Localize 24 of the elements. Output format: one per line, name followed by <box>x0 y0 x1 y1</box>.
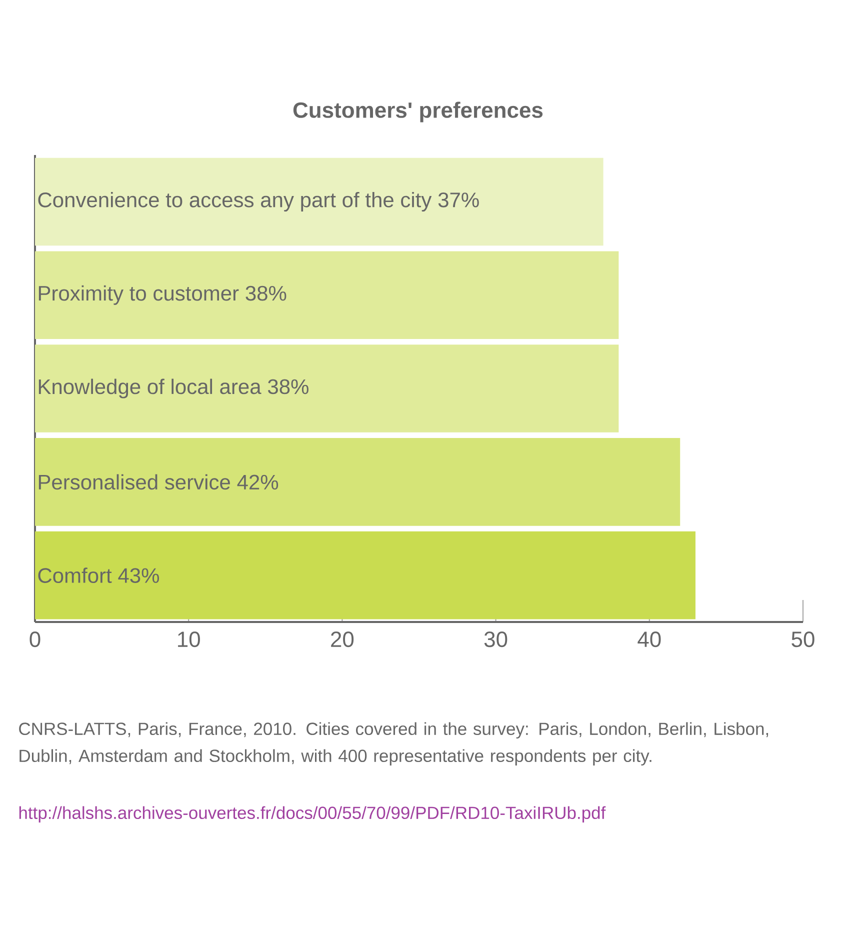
x-tick-label: 10 <box>178 632 200 648</box>
y-tick-label: Proximity to customer <box>38 285 239 305</box>
data-label: 43% <box>118 568 159 584</box>
x-tick-label: 30 <box>484 632 508 648</box>
x-tick-label: 40 <box>638 632 661 648</box>
bar <box>34 531 696 620</box>
x-tick-label: 20 <box>331 632 354 648</box>
data-label: 38% <box>268 379 308 394</box>
text: CNRS-LATTS, Paris, France, 2010. Cities covered in the survey: Paris, London, Berlin, Lisbon, Dublin, Amsterdam and Stockholm, with 400 representative respondents per city. <box>19 722 768 766</box>
y-tick-label: Knowledge of local area <box>38 378 262 398</box>
bar <box>34 438 680 526</box>
text: http://halshs.archives-ouvertes.fr/docs/00/55/70/99/PDF/RD10-TaxiIRUb.pdf <box>19 806 606 823</box>
bar <box>34 158 604 246</box>
y-tick-label: Comfort <box>38 568 112 584</box>
y-tick-label: Personalised service <box>38 474 230 490</box>
bar <box>34 251 619 340</box>
y-tick-label: Convenience to access any part of the city <box>38 192 432 212</box>
bar <box>34 344 619 432</box>
data-label: 42% <box>237 474 278 490</box>
data-label: 37% <box>438 192 479 208</box>
x-tick-label: 50 <box>792 632 814 648</box>
chart-title: Customers' preferences <box>293 102 543 122</box>
data-label: 38% <box>246 286 286 301</box>
x-tick-label: 0 <box>30 632 40 648</box>
